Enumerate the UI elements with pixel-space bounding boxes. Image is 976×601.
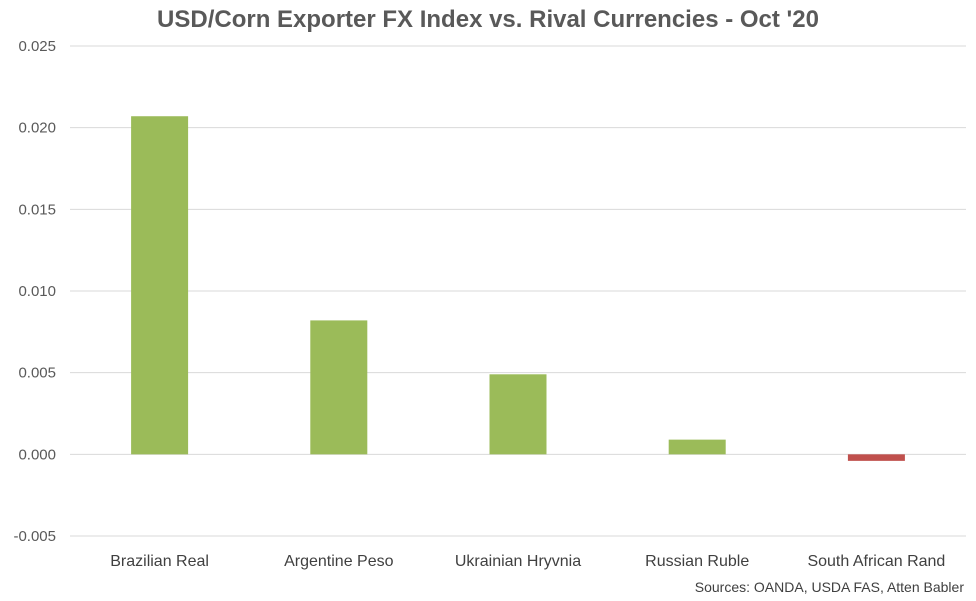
y-axis-ticks: 0.025 0.020 0.015 0.010 0.005 0.000 -0.005 xyxy=(13,38,56,545)
x-category-label: South African Rand xyxy=(807,553,945,570)
y-tick-label: 0.020 xyxy=(18,120,56,137)
y-tick-label: 0.010 xyxy=(18,283,56,300)
x-category-label: Argentine Peso xyxy=(284,553,394,570)
y-tick-label: 0.005 xyxy=(18,365,56,382)
gridlines xyxy=(70,45,966,537)
bar xyxy=(668,439,726,455)
x-axis-labels: Brazilian Real Argentine Peso Ukrainian Hr… xyxy=(110,553,945,570)
bar xyxy=(310,320,368,455)
bar xyxy=(489,374,547,455)
y-tick-label: -0.005 xyxy=(13,528,56,545)
bar xyxy=(131,116,189,455)
x-category-label: Ukrainian Hryvnia xyxy=(455,553,581,570)
chart-title: USD/Corn Exporter FX Index vs. Rival Cur… xyxy=(157,6,819,33)
x-category-label: Russian Ruble xyxy=(645,553,749,570)
y-tick-label: 0.015 xyxy=(18,201,56,218)
bar xyxy=(847,454,905,461)
y-tick-label: 0.025 xyxy=(18,38,56,55)
y-tick-label: 0.000 xyxy=(18,446,56,463)
bars xyxy=(131,116,905,461)
source-note: Sources: OANDA, USDA FAS, Atten Babler xyxy=(694,579,964,595)
x-category-label: Brazilian Real xyxy=(110,553,209,570)
